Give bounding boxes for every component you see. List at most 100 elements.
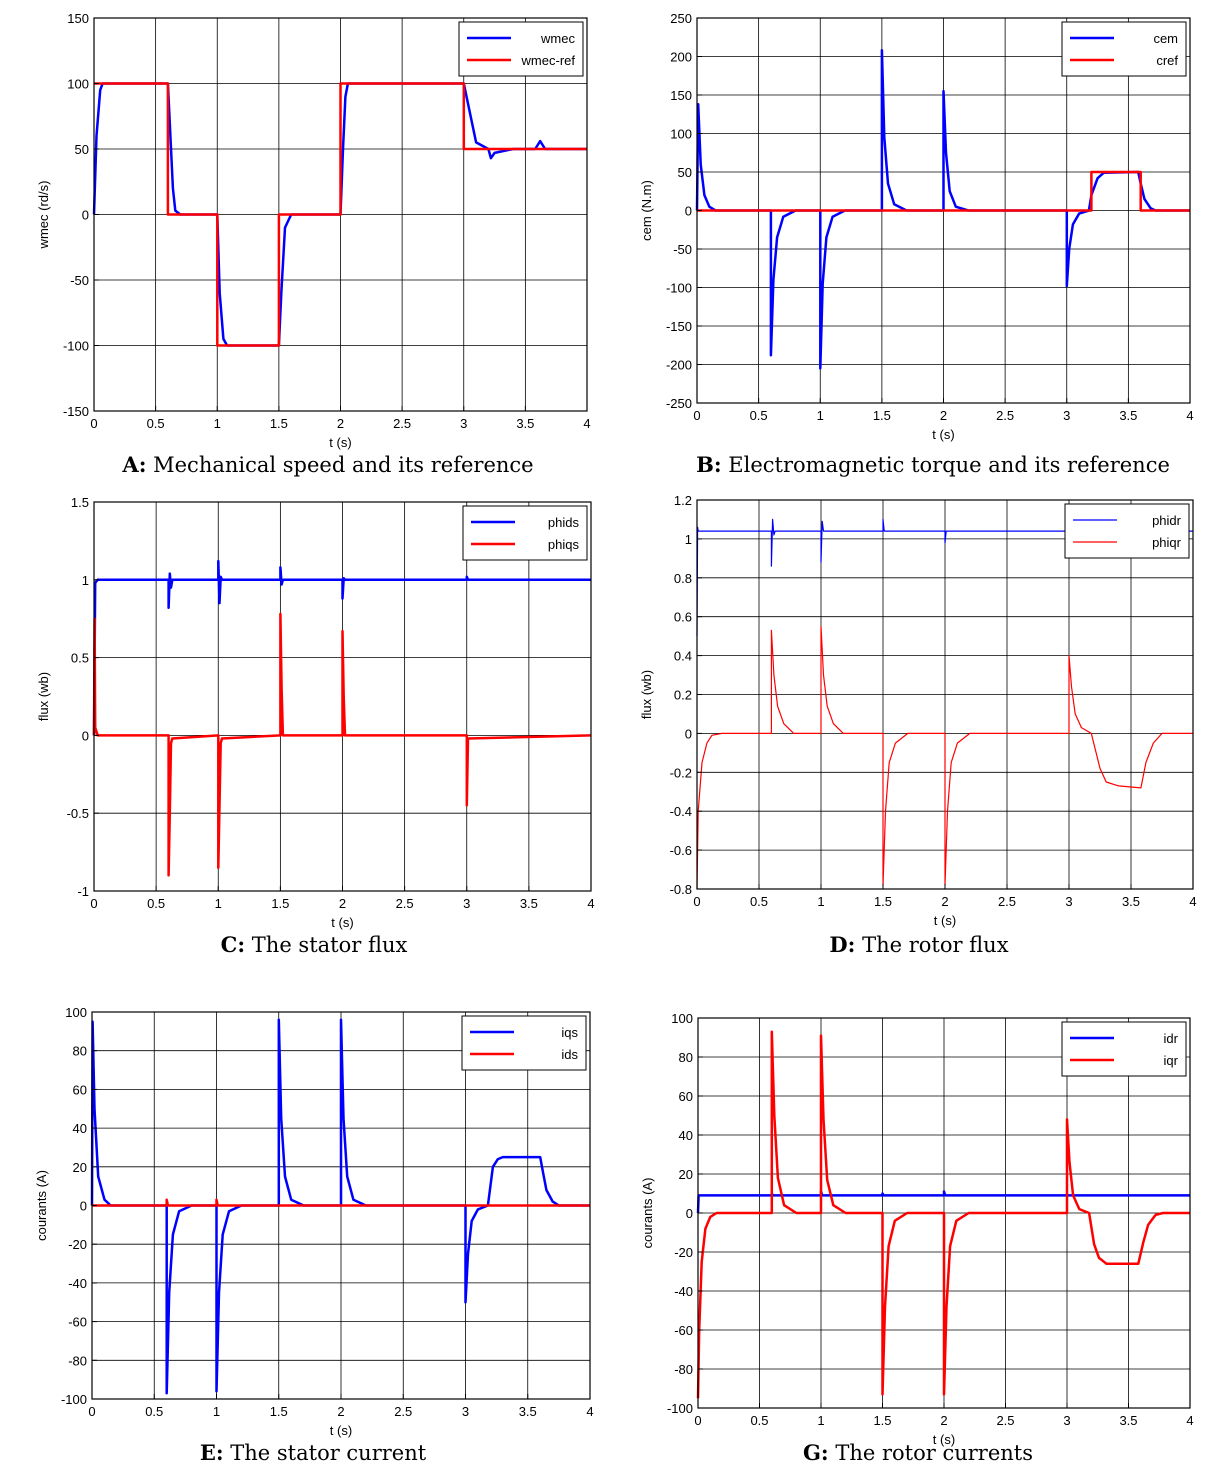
chart-panel-b: 0 0.5 1 1.5 2 2.5 3 3.5 4 -250 -200 -150 -100 -50 0 50 1… — [627, 0, 1210, 453]
y-tick-label: 1.5 — [71, 495, 89, 510]
y-tick-label: 200 — [670, 50, 692, 65]
x-axis-label: t (s) — [932, 427, 954, 442]
x-tick-label: 0.5 — [750, 1413, 768, 1428]
y-tick-label: -0.2 — [670, 765, 692, 780]
y-tick-label: 40 — [679, 1128, 693, 1143]
x-tick-label: 4 — [583, 416, 590, 431]
x-tick-label: 1 — [214, 416, 221, 431]
series-line-ids — [92, 1198, 590, 1207]
y-tick-label: 0.4 — [674, 649, 692, 664]
y-tick-label: -20 — [68, 1237, 87, 1252]
legend-box — [462, 505, 588, 561]
x-axis-label: t (s) — [331, 915, 353, 930]
caption-text: The stator flux — [245, 933, 408, 957]
y-axis-label: courants (A) — [34, 1170, 49, 1241]
y-tick-label: 100 — [65, 1005, 87, 1020]
legend-box — [1061, 21, 1187, 77]
y-tick-label: 0.6 — [674, 610, 692, 625]
series-line-phiqs — [92, 612, 592, 877]
x-tick-label: 1.5 — [271, 896, 289, 911]
x-tick-label: 1.5 — [270, 1404, 288, 1419]
legend-box — [1064, 503, 1190, 559]
y-tick-label: -80 — [674, 1362, 693, 1377]
caption-a: A: Mechanical speed and its reference — [28, 452, 628, 477]
x-axis-label: t (s) — [933, 1432, 955, 1447]
y-tick-label: -40 — [674, 1284, 693, 1299]
legend-label-ids: ids — [561, 1047, 578, 1062]
x-tick-label: 0.5 — [145, 1404, 163, 1419]
x-tick-label: 1 — [213, 1404, 220, 1419]
caption-letter: E: — [199, 1440, 224, 1465]
y-tick-label: 0.2 — [674, 688, 692, 703]
x-tick-label: 3 — [1063, 1413, 1070, 1428]
x-tick-label: 2 — [940, 408, 947, 423]
x-tick-label: 3.5 — [1122, 894, 1140, 909]
y-tick-label: 20 — [73, 1160, 87, 1175]
y-tick-label: 0 — [80, 1199, 87, 1214]
x-tick-label: 0.5 — [750, 408, 768, 423]
chart-svg-a: 0 0.5 1 1.5 2 2.5 3 3.5 4 -150 -100 -50 0 50 100 150 t (… — [36, 11, 591, 450]
legend-box — [458, 21, 584, 77]
x-tick-label: 2 — [940, 1413, 947, 1428]
x-tick-label: 2.5 — [394, 1404, 412, 1419]
series-line-phids — [92, 559, 591, 736]
legend-label-phids: phids — [548, 515, 580, 530]
y-tick-label: 100 — [670, 127, 692, 142]
x-tick-label: 1 — [817, 408, 824, 423]
legend-label-iqs: iqs — [561, 1025, 578, 1040]
y-tick-label: -200 — [666, 358, 692, 373]
caption-letter: A: — [122, 452, 147, 477]
x-tick-label: 1 — [817, 1413, 824, 1428]
x-tick-label: 3.5 — [1119, 1413, 1137, 1428]
x-tick-label: 0 — [693, 894, 700, 909]
caption-b: B: Electromagnetic torque and its refere… — [633, 452, 1226, 477]
chart-panel-c: 0 0.5 1 1.5 2 2.5 3 3.5 4 -1 -0.5 0 0.5 1 1.5 t (s) flux… — [24, 482, 611, 941]
x-tick-label: 0 — [694, 1413, 701, 1428]
x-tick-label: 0.5 — [147, 416, 165, 431]
y-tick-label: 0 — [685, 726, 692, 741]
y-axis-label: courants (A) — [640, 1178, 655, 1249]
x-axis-label: t (s) — [934, 913, 956, 928]
caption-letter: B: — [696, 452, 722, 477]
x-tick-label: 3.5 — [519, 1404, 537, 1419]
y-tick-label: 60 — [73, 1082, 87, 1097]
x-tick-label: 0 — [90, 416, 97, 431]
y-tick-label: -100 — [666, 281, 692, 296]
caption-letter: G: — [802, 1440, 829, 1465]
x-tick-label: 2 — [941, 894, 948, 909]
caption-g: G: The rotor currents — [618, 1440, 1218, 1465]
chart-svg-g: 0 0.5 1 1.5 2 2.5 3 3.5 4 -100 -80 -60 -40 -20 0 20 40 60… — [640, 1011, 1194, 1447]
y-tick-label: 250 — [670, 11, 692, 26]
y-tick-label: -50 — [70, 273, 89, 288]
x-tick-label: 2 — [337, 1404, 344, 1419]
x-tick-label: 3 — [462, 1404, 469, 1419]
y-tick-label: -50 — [673, 242, 692, 257]
x-tick-label: 3 — [460, 416, 467, 431]
y-tick-label: 0 — [82, 208, 89, 223]
series-line-wmec-ref — [94, 82, 587, 347]
y-tick-label: -0.5 — [67, 806, 89, 821]
x-tick-label: 3.5 — [516, 416, 534, 431]
y-tick-label: -0.8 — [670, 882, 692, 897]
x-tick-label: 3 — [463, 896, 470, 911]
y-tick-label: -100 — [61, 1392, 87, 1407]
y-tick-label: 0 — [685, 204, 692, 219]
y-tick-label: -0.6 — [670, 843, 692, 858]
y-tick-label: -100 — [667, 1401, 693, 1416]
y-tick-label: 0.8 — [674, 571, 692, 586]
x-tick-label: 2 — [339, 896, 346, 911]
x-tick-label: 2.5 — [996, 1413, 1014, 1428]
series-line-cref — [697, 170, 1190, 212]
chart-panel-e: 0 0.5 1 1.5 2 2.5 3 3.5 4 -100 -80 -60 -40 -20 0 20 40 60… — [22, 992, 610, 1449]
x-tick-label: 2.5 — [998, 894, 1016, 909]
series-line-phiqr — [696, 625, 1193, 890]
x-tick-label: 1.5 — [873, 1413, 891, 1428]
y-tick-label: 100 — [67, 77, 89, 92]
y-tick-label: -250 — [666, 396, 692, 411]
chart-panel-d: 0 0.5 1 1.5 2 2.5 3 3.5 4 -0.8 -0.6 -0.4 -0.2 0 0.2 0.4… — [627, 480, 1213, 939]
y-axis-label: flux (wb) — [639, 670, 654, 719]
x-tick-label: 0 — [90, 896, 97, 911]
y-tick-label: 0 — [82, 728, 89, 743]
caption-d: D: The rotor flux — [619, 932, 1219, 957]
x-tick-label: 4 — [586, 1404, 593, 1419]
